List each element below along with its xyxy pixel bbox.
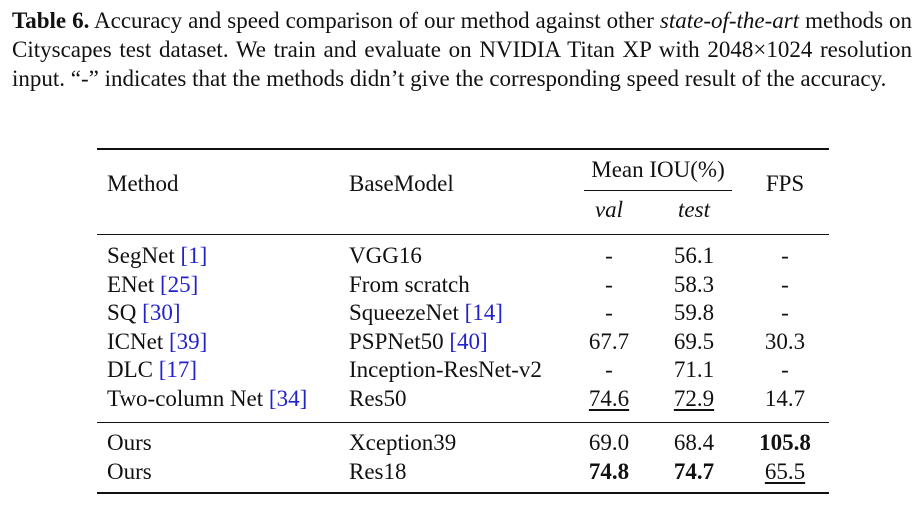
citation-link[interactable]: [17] [158,357,198,382]
caption-text-pre: Accuracy and speed comparison of our met… [89,8,660,33]
header-val: val [594,197,624,222]
citation-link[interactable]: [34] [268,386,308,411]
citation-link[interactable]: [30] [142,300,181,325]
fps-value: 30.3 [764,329,806,354]
citation-link[interactable]: [1] [180,243,208,268]
base-model: SqueezeNet [349,300,459,325]
table-caption: Table 6. Accuracy and speed comparison o… [12,6,912,93]
val-score: 74.6 [588,386,630,411]
fps-value: - [781,272,789,297]
fps-value: - [781,357,789,382]
test-score: 72.9 [673,386,715,411]
val-score: - [605,243,613,268]
test-score: 71.1 [673,357,715,382]
val-score: 74.8 [588,459,630,484]
fps-value: - [781,243,789,268]
citation-link[interactable]: [25] [160,272,199,297]
val-score: - [605,300,613,325]
citation-link[interactable]: [40] [449,329,488,354]
method-name: DLC [107,357,153,382]
method-name: ENet [107,272,155,297]
fps-value: 105.8 [759,430,811,455]
ours-rule [97,422,829,424]
val-score: 69.0 [588,430,630,455]
caption-label: Table 6. [12,8,90,33]
caption-text-post: methods on Cityscapes test dataset. We t… [12,8,913,91]
method-name: SQ [107,300,137,325]
base-model: PSPNet50 [349,329,444,354]
test-score: 68.4 [673,430,715,455]
test-score: 59.8 [673,300,715,325]
fps-value: 65.5 [764,459,806,484]
header-mean-iou: Mean IOU(%) [591,157,725,182]
test-score: 56.1 [673,243,715,268]
citation-link[interactable]: [39] [168,329,208,354]
method-name: SegNet [107,243,175,268]
test-score: 69.5 [673,329,715,354]
method-name: Two-column Net [107,386,264,411]
header-fps: FPS [765,171,805,196]
method-name: Ours [107,459,152,484]
fps-value: 14.7 [764,386,806,411]
citation-link[interactable]: [14] [464,300,503,325]
header-basemodel: BaseModel [349,171,454,196]
header-test: test [678,197,710,222]
base-model: From scratch [349,272,470,297]
caption-text-italic: state-of-the-art [659,8,800,33]
val-score: 67.7 [588,329,630,354]
base-model: Res18 [349,459,407,484]
bottom-rule [97,492,829,494]
fps-value: - [781,300,789,325]
mean-iou-underline [584,190,732,192]
val-score: - [605,357,613,382]
top-rule [97,148,829,150]
val-score: - [605,272,613,297]
base-model: Xception39 [349,430,457,455]
base-model: Res50 [349,386,407,411]
base-model: Inception-ResNet-v2 [349,357,542,382]
method-name: Ours [107,430,152,455]
header-rule [97,234,829,236]
method-name: ICNet [107,329,164,354]
test-score: 74.7 [673,459,715,484]
test-score: 58.3 [673,272,715,297]
header-method: Method [107,171,179,196]
base-model: VGG16 [349,243,422,268]
